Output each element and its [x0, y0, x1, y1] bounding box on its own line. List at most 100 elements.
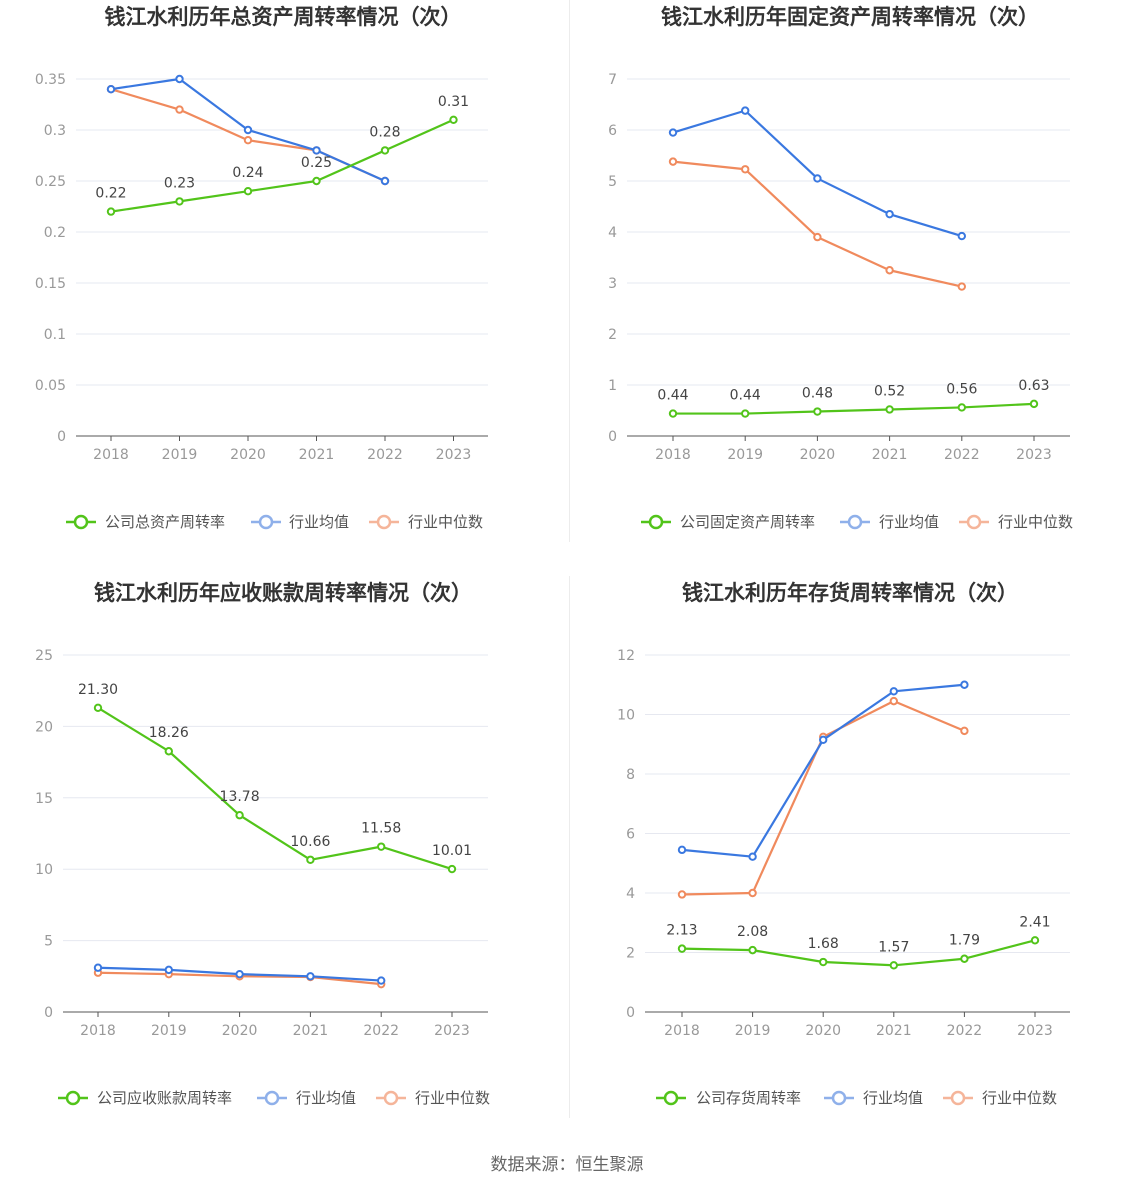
- y-tick-label: 25: [35, 648, 53, 664]
- y-tick-label: 0: [44, 1005, 53, 1021]
- data-point: [447, 864, 457, 874]
- data-point: [243, 125, 253, 135]
- legend-marker: [966, 514, 982, 530]
- legend-marker: [648, 514, 664, 530]
- data-point: [312, 146, 321, 155]
- chart-panel-inventory-turnover: 钱江水利历年存货周转率情况（次） 0 2 4 6 8 10 12 2018 2019 2020 202…: [567, 576, 1134, 1152]
- data-point: [741, 106, 750, 115]
- x-tick-label: 2018: [93, 447, 129, 463]
- data-label: 10.66: [290, 834, 330, 850]
- data-point: [164, 965, 174, 975]
- chart-inventory-turnover: 钱江水利历年存货周转率情况（次） 0 2 4 6 8 10 12 2018 2019 2020 202…: [617, 581, 1070, 1107]
- chart-panel-total-asset-turnover: 钱江水利历年总资产周转率情况（次） 0 0.05 0.1 0.15 0.2 0.25 0.3 0…: [0, 0, 567, 576]
- y-tick-label: 0: [608, 429, 617, 445]
- x-tick-label: 2023: [1017, 1023, 1053, 1039]
- data-point: [1029, 399, 1039, 409]
- data-point: [885, 209, 894, 219]
- data-label: 0.24: [232, 165, 263, 181]
- data-point: [677, 845, 687, 855]
- legend-label: 公司总资产周转率: [105, 513, 225, 531]
- x-tick-label: 2018: [664, 1023, 700, 1039]
- data-label: 0.25: [301, 155, 332, 171]
- data-point: [813, 407, 822, 416]
- data-point: [106, 85, 116, 94]
- data-point: [748, 945, 757, 955]
- data-label: 2.41: [1019, 914, 1050, 930]
- x-tick-label: 2018: [655, 447, 691, 463]
- y-tick-label: 2: [608, 327, 617, 343]
- data-point: [889, 696, 898, 706]
- y-tick-label: 0.3: [44, 123, 66, 139]
- chart-receivables-turnover: 钱江水利历年应收账款周转率情况（次） 0 5 10 15 20 25 2018 2019 2020…: [35, 581, 490, 1107]
- x-tick-label: 2021: [872, 447, 908, 463]
- data-point: [889, 687, 898, 696]
- y-tick-label: 2: [626, 946, 635, 962]
- legend-label: 行业中位数: [998, 513, 1073, 531]
- data-point: [885, 405, 894, 414]
- vertical-divider-top: [569, 0, 570, 542]
- y-tick-label: 0: [626, 1005, 635, 1021]
- data-point: [668, 157, 678, 166]
- x-tick-label: 2023: [436, 447, 472, 463]
- data-point: [449, 115, 458, 125]
- x-tick-label: 2019: [151, 1023, 187, 1039]
- chart-title: 钱江水利历年应收账款周转率情况（次）: [94, 581, 472, 605]
- chart-panel-receivables-turnover: 钱江水利历年应收账款周转率情况（次） 0 5 10 15 20 25 2018 2019 2020…: [0, 576, 567, 1152]
- y-tick-label: 6: [626, 827, 635, 843]
- y-tick-label: 6: [608, 123, 617, 139]
- data-point: [243, 136, 253, 145]
- data-label: 13.78: [220, 789, 260, 805]
- x-tick-label: 2023: [434, 1023, 470, 1039]
- series-line-1: [672, 109, 963, 238]
- data-label: 1.79: [949, 933, 980, 949]
- data-label: 0.44: [657, 388, 688, 404]
- data-point: [235, 969, 244, 979]
- data-point: [960, 680, 969, 689]
- x-tick-label: 2021: [293, 1023, 329, 1039]
- data-label: 0.22: [95, 186, 126, 202]
- data-label: 0.52: [874, 383, 905, 399]
- data-point: [93, 963, 103, 972]
- data-label: 0.23: [164, 175, 195, 191]
- data-point: [960, 726, 969, 736]
- legend-marker: [663, 1090, 679, 1106]
- x-tick-label: 2022: [363, 1023, 399, 1039]
- data-point: [957, 403, 966, 412]
- x-tick-label: 2020: [222, 1023, 258, 1039]
- x-tick-label: 2019: [735, 1023, 771, 1039]
- data-label: 2.13: [666, 923, 697, 939]
- data-point: [106, 207, 116, 216]
- data-point: [819, 735, 828, 744]
- y-tick-label: 0.15: [35, 276, 66, 292]
- y-tick-label: 7: [608, 72, 617, 88]
- y-tick-label: 15: [35, 791, 53, 807]
- data-point: [813, 174, 822, 183]
- data-label: 1.57: [878, 939, 909, 955]
- data-source-footer: 数据来源：恒生聚源: [490, 1155, 644, 1175]
- data-point: [312, 176, 321, 186]
- y-tick-label: 0.35: [35, 72, 66, 88]
- data-label: 0.28: [369, 124, 400, 140]
- y-tick-label: 0.25: [35, 174, 66, 190]
- data-point: [741, 409, 750, 418]
- data-point: [677, 944, 687, 953]
- chart-fixed-asset-turnover: 钱江水利历年固定资产周转率情况（次） 0 1 2 3 4 5 6 7 2018 2019 2020 20…: [608, 5, 1073, 531]
- x-tick-label: 2021: [876, 1023, 912, 1039]
- data-point: [93, 703, 103, 713]
- vertical-divider-bottom: [569, 576, 570, 1118]
- x-tick-label: 2023: [1016, 447, 1052, 463]
- y-tick-label: 20: [35, 719, 53, 735]
- data-point: [380, 176, 390, 186]
- x-tick-label: 2020: [800, 447, 836, 463]
- x-tick-label: 2019: [727, 447, 763, 463]
- legend-label: 行业均值: [879, 513, 939, 531]
- data-label: 0.31: [438, 94, 469, 110]
- data-point: [668, 128, 678, 137]
- series-line-0: [673, 402, 1035, 415]
- data-point: [175, 197, 184, 206]
- x-tick-label: 2022: [944, 447, 980, 463]
- data-label: 0.56: [946, 381, 977, 397]
- y-tick-label: 3: [608, 276, 617, 292]
- data-point: [885, 266, 894, 275]
- legend-marker: [258, 514, 274, 530]
